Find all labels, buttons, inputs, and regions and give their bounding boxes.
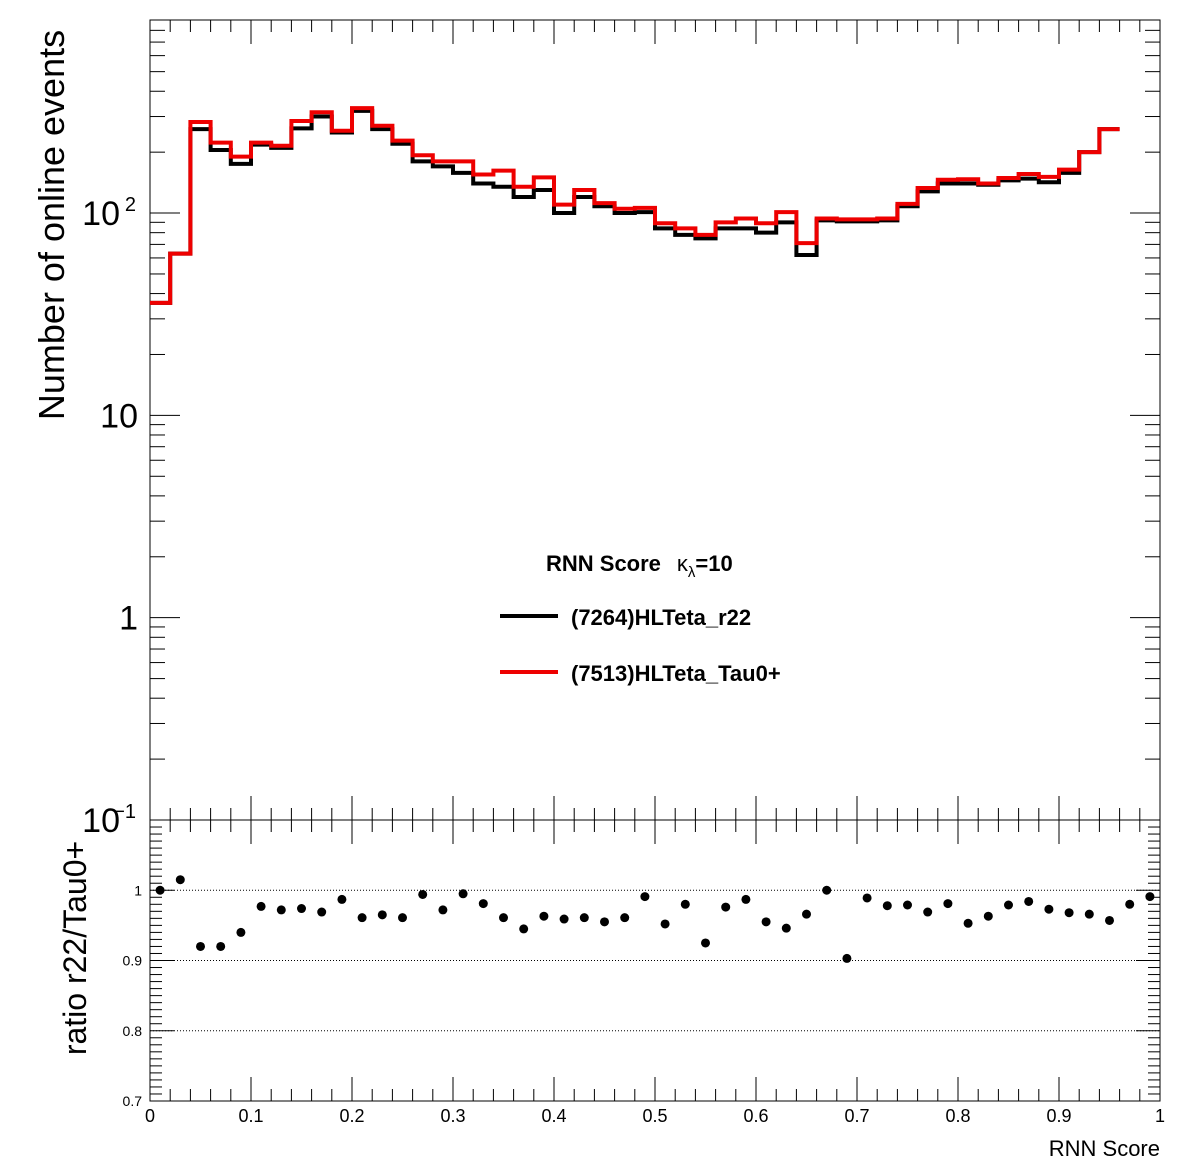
x-tick-label: 0.8 (945, 1106, 970, 1126)
ratio-point (377, 910, 387, 920)
ratio-point (761, 917, 771, 927)
ratio-y-tick-label: 0.8 (123, 1023, 143, 1039)
ratio-point (175, 875, 185, 885)
top-y-tick-label-base: 10 (82, 802, 120, 840)
ratio-point (1145, 892, 1155, 902)
ratio-point (923, 907, 933, 917)
ratio-point (963, 918, 973, 928)
ratio-point (802, 909, 811, 919)
ratio-y-tick-label: 0.9 (123, 953, 143, 969)
top-y-axis-label: Number of online events (31, 30, 72, 420)
top-plot-frame (149, 19, 1161, 821)
ratio-point (862, 893, 872, 903)
x-axis-label: RNN Score (1049, 1136, 1160, 1161)
x-tick-label: 0.6 (743, 1106, 768, 1126)
ratio-point (579, 913, 589, 923)
ratio-y-tick-label: 1 (134, 882, 142, 898)
ratio-point (741, 894, 751, 904)
x-tick-label: 0.5 (642, 1106, 667, 1126)
ratio-point (236, 927, 246, 937)
top-y-tick-label-base: 1 (119, 600, 138, 638)
ratio-point (701, 938, 710, 948)
top-y-tick-label-base: 10 (82, 195, 120, 233)
ratio-point (1024, 896, 1034, 906)
ratio-y-tick-label: 0.7 (123, 1093, 143, 1109)
legend-title: RNN Score κλ=10 (546, 551, 733, 581)
ratio-point (216, 941, 226, 951)
x-tick-label: 1 (1155, 1106, 1165, 1126)
legend-label-1: (7264)HLTeta_r22 (571, 605, 751, 630)
ratio-point (155, 885, 165, 895)
ratio-point (196, 941, 205, 951)
x-tick-label: 0.3 (440, 1106, 465, 1126)
ratio-point (418, 889, 428, 899)
ratio-point (1044, 904, 1054, 914)
ratio-point (539, 911, 549, 921)
ratio-point (297, 904, 306, 914)
ratio-point (640, 892, 650, 902)
ratio-point (842, 953, 852, 963)
ratio-point (559, 914, 569, 924)
x-tick-label: 0.1 (238, 1106, 263, 1126)
histogram-series-2 (150, 106, 1120, 305)
x-tick-label: 0.4 (541, 1106, 566, 1126)
x-tick-label: 0.9 (1046, 1106, 1071, 1126)
ratio-point (519, 924, 529, 934)
ratio-point (620, 913, 630, 923)
ratio-point (1064, 908, 1074, 918)
ratio-point (822, 885, 832, 895)
top-y-tick-label: 10−1 (82, 801, 136, 840)
top-y-tick-label-exp: −1 (113, 801, 136, 823)
ratio-point (781, 923, 791, 933)
ratio-point (438, 905, 448, 915)
ratio-point (337, 894, 347, 904)
ratio-point (903, 900, 912, 910)
ratio-point (680, 899, 690, 909)
histogram-series-1 (150, 108, 1120, 305)
ratio-y-axis-label: ratio r22/Tau0+ (57, 841, 93, 1055)
ratio-point (499, 913, 508, 923)
ratio-point (276, 905, 286, 915)
top-y-tick-label: 1 (119, 600, 138, 638)
ratio-point (256, 901, 266, 911)
top-y-tick-label-base: 10 (100, 397, 138, 435)
legend-label-2: (7513)HLTeta_Tau0+ (571, 661, 781, 686)
ratio-point (458, 889, 468, 899)
ratio-point (660, 919, 670, 929)
ratio-point (600, 917, 609, 927)
x-tick-label: 0.2 (339, 1106, 364, 1126)
ratio-point (1105, 915, 1114, 925)
x-tick-label: 0.7 (844, 1106, 869, 1126)
ratio-point (943, 899, 953, 909)
ratio-point (357, 913, 367, 923)
top-y-tick-label-exp: 2 (125, 194, 136, 216)
ratio-point (1084, 909, 1094, 919)
ratio-point (721, 902, 731, 912)
x-tick-label: 0 (145, 1106, 155, 1126)
ratio-point (882, 901, 892, 911)
top-y-tick-label: 10 (100, 397, 138, 435)
ratio-point (1125, 899, 1135, 909)
legend: RNN Score κλ=10 (7264)HLTeta_r22 (7513)HLTe… (500, 551, 781, 686)
ratio-point (398, 913, 407, 923)
ratio-point (983, 911, 993, 921)
ratio-point (478, 899, 488, 909)
ratio-point (317, 907, 327, 917)
top-y-tick-label: 10 2 (82, 194, 136, 233)
ratio-point (1004, 900, 1013, 910)
